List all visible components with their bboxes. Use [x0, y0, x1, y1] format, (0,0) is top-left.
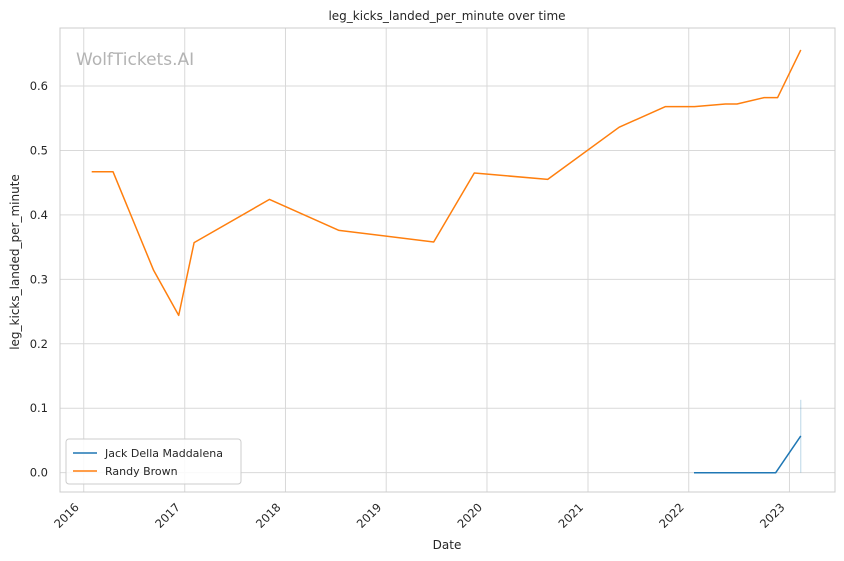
y-tick-label: 0.2: [30, 337, 48, 351]
plot-frame: [59, 27, 836, 493]
series-line-jack-della-maddalena: [694, 435, 802, 474]
y-tick-label: 0.5: [30, 143, 48, 157]
y-axis-title: leg_kicks_landed_per_minute: [8, 174, 22, 350]
series-layer: [91, 49, 802, 474]
chart-title: leg_kicks_landed_per_minute over time: [328, 9, 565, 23]
y-tick-label: 0.4: [30, 208, 48, 222]
legend-label-jack-della-maddalena: Jack Della Maddalena: [104, 447, 223, 460]
y-tick-label: 0.1: [30, 401, 48, 415]
y-tick-label: 0.3: [30, 272, 48, 286]
legend-box: [65, 438, 242, 485]
series-line-randy-brown: [91, 49, 802, 317]
legend-label-randy-brown: Randy Brown: [105, 465, 178, 478]
watermark: WolfTickets.AI: [76, 50, 194, 70]
legend: Jack Della Maddalena Randy Brown: [65, 438, 242, 485]
y-tick-label: 0.6: [30, 79, 48, 93]
y-tick-label: 0.0: [30, 466, 48, 480]
x-axis-title: Date: [433, 538, 462, 552]
y-tick-labels: 0.0 0.1 0.2 0.3 0.4 0.5 0.6: [30, 79, 48, 480]
